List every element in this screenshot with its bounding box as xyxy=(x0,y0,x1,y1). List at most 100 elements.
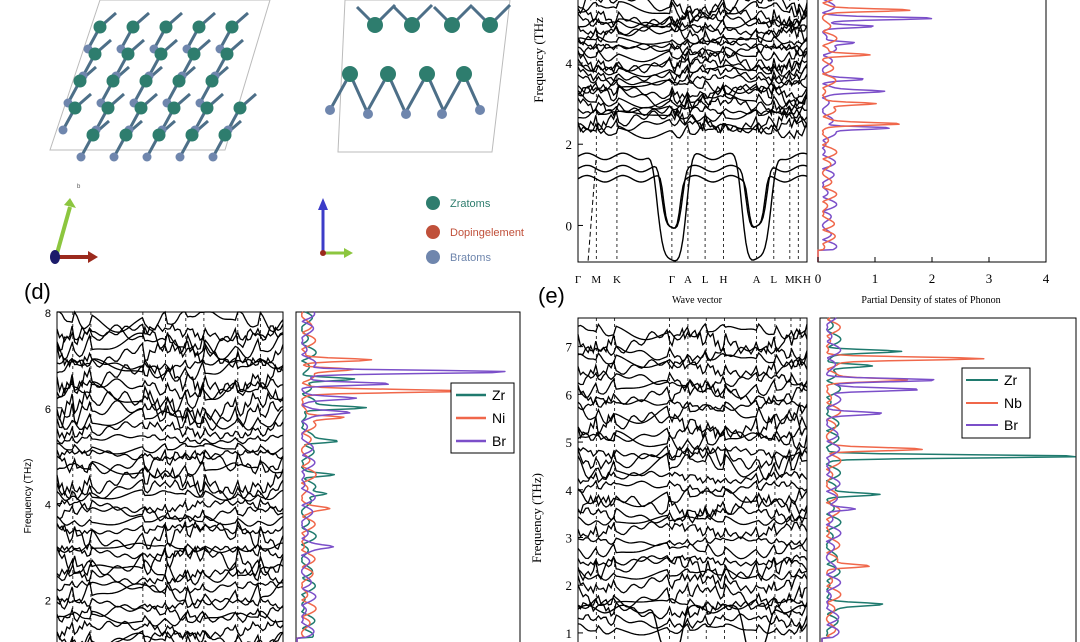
y-tick-label: 6 xyxy=(566,387,573,402)
k-point-label: Γ xyxy=(669,274,675,286)
panel-label-e: (e) xyxy=(538,283,565,308)
k-point-label: A xyxy=(684,274,692,286)
phonon-band xyxy=(56,466,284,497)
phonon-band xyxy=(577,470,808,485)
y-tick-label: 8 xyxy=(45,308,51,320)
zr-atom xyxy=(419,66,435,82)
x-tick-label: 3 xyxy=(986,271,993,286)
zr-atom xyxy=(482,17,498,33)
phonon-band xyxy=(56,399,284,432)
legend-panel-e: Zr Nb Br xyxy=(961,367,1031,439)
phonon-band xyxy=(577,554,808,567)
axis-arrowhead xyxy=(318,198,328,210)
y-tick-label: 2 xyxy=(45,595,51,607)
phonon-band xyxy=(56,357,284,382)
phonon-band xyxy=(56,433,284,445)
acoustic-band xyxy=(577,174,808,229)
phonon-band xyxy=(577,63,808,78)
br-atom xyxy=(363,109,373,119)
phonon-band xyxy=(56,332,284,361)
legend-swatch-br xyxy=(426,250,440,264)
phonon-band xyxy=(577,50,808,76)
phonon-band xyxy=(577,0,808,17)
k-point-label: L xyxy=(702,274,709,286)
phonon-band xyxy=(577,514,808,526)
zr-atom xyxy=(119,128,133,142)
phonon-band xyxy=(56,558,284,586)
y-tick-label: 7 xyxy=(566,340,573,355)
phonon-band xyxy=(56,322,284,344)
zr-atom xyxy=(126,20,140,34)
zr-atom xyxy=(225,20,239,34)
phonon-band xyxy=(577,322,808,341)
x-tick-label: 2 xyxy=(929,271,936,286)
axis-b-label: b xyxy=(77,184,81,190)
legend-swatch-dopant xyxy=(426,225,440,239)
acoustic-band xyxy=(577,152,808,262)
phonon-band xyxy=(56,442,284,455)
zr-atom xyxy=(139,74,153,88)
br-atom xyxy=(142,152,152,162)
phonon-band xyxy=(56,519,284,551)
phonon-band xyxy=(577,444,808,471)
phonon-band xyxy=(577,567,808,582)
plot-frame xyxy=(295,311,521,642)
phonon-band xyxy=(577,46,808,63)
phonon-band xyxy=(56,489,284,502)
br-atom xyxy=(76,152,86,162)
br-atom xyxy=(208,152,218,162)
phonon-band xyxy=(56,515,284,527)
y-tick-label: 4 xyxy=(566,483,573,498)
zr-atom xyxy=(101,101,115,115)
zr-atom xyxy=(134,101,148,115)
phonon-band xyxy=(577,400,808,425)
phonon-band xyxy=(577,398,808,411)
y-tick-label: 3 xyxy=(566,530,573,545)
zr-atom xyxy=(220,47,234,61)
zr-atom xyxy=(68,101,82,115)
phonon-band xyxy=(56,579,284,611)
phonon-band xyxy=(577,371,808,390)
br-atom xyxy=(437,109,447,119)
phonon-band xyxy=(57,310,284,333)
zr-atom xyxy=(121,47,135,61)
phonon-band xyxy=(56,544,284,560)
br-atom xyxy=(475,105,485,115)
zr-atom xyxy=(152,128,166,142)
legend-panel-d: Zr Ni Br xyxy=(450,382,515,454)
k-point-label: M xyxy=(591,274,601,286)
zr-atom xyxy=(367,17,383,33)
k-point-label: K xyxy=(613,274,621,286)
phonon-band xyxy=(57,630,284,642)
zr-atom xyxy=(86,128,100,142)
phonon-band xyxy=(577,35,808,46)
panel-label-d: (d) xyxy=(24,279,51,304)
legend-label-zr-e: Zr xyxy=(1004,372,1018,388)
x-tick-label: 1 xyxy=(872,271,879,286)
phonon-band xyxy=(56,629,284,642)
pdos-panel-d xyxy=(295,311,521,642)
phonon-band xyxy=(577,451,808,481)
k-point-label: H xyxy=(719,274,727,286)
zr-atom xyxy=(167,101,181,115)
phonon-band xyxy=(577,521,808,540)
y-tick-label: 0 xyxy=(566,218,573,233)
phonon-band xyxy=(56,522,284,536)
pdos-curve-series-0 xyxy=(817,0,933,262)
phonon-band xyxy=(56,596,284,610)
phonon-band xyxy=(577,487,808,508)
legend-label-br: Bratoms xyxy=(450,252,491,264)
phonon-band xyxy=(577,582,808,609)
phonon-band xyxy=(577,351,808,369)
phonon-band xyxy=(56,448,284,475)
k-point-label: A xyxy=(753,274,761,286)
plot-frame xyxy=(577,0,808,263)
y-tick-label: 5 xyxy=(566,435,573,450)
phonon-band xyxy=(577,92,808,109)
phonon-band xyxy=(56,610,284,627)
acoustic-band xyxy=(577,604,808,642)
structure-side-view xyxy=(325,0,512,153)
phonon-band xyxy=(577,5,808,28)
k-point-label: M xyxy=(785,274,795,286)
phonon-band xyxy=(56,619,284,641)
